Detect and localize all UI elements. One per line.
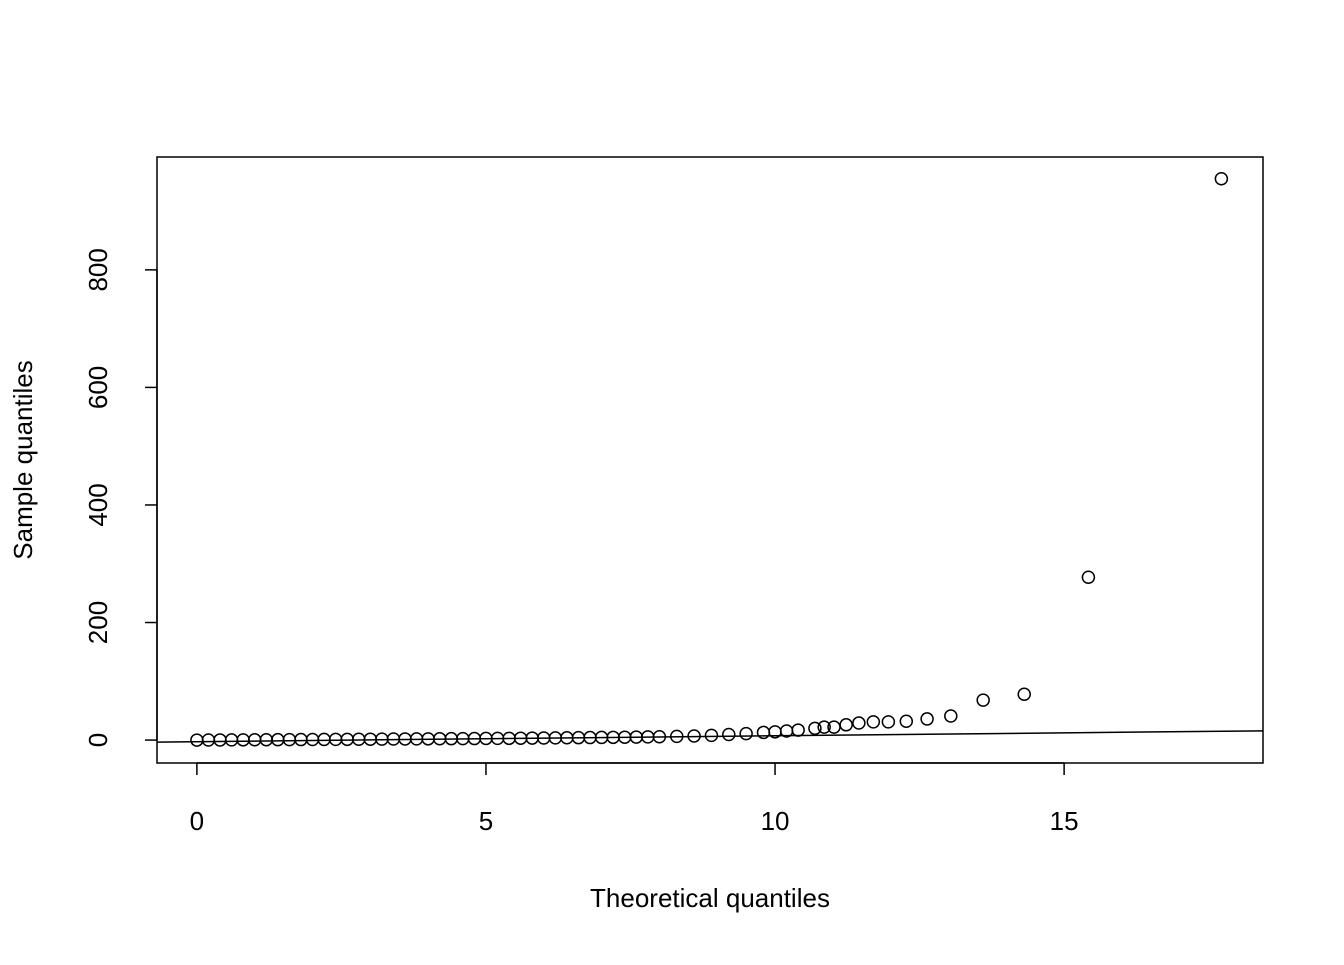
- point: [305, 732, 320, 747]
- point: [808, 721, 822, 736]
- y-axis-label: Sample quantiles: [8, 360, 38, 559]
- point: [271, 732, 285, 747]
- plot-box: [156, 156, 1264, 764]
- point: [1017, 687, 1031, 701]
- x-axis-label: Theoretical quantiles: [590, 883, 830, 913]
- point: [670, 729, 684, 744]
- point: [866, 715, 881, 729]
- point: [236, 733, 250, 747]
- point: [224, 733, 239, 747]
- point: [839, 718, 853, 732]
- point: [259, 732, 274, 747]
- x-tick-label: 0: [190, 806, 204, 836]
- y-tick-label: 600: [83, 366, 113, 409]
- point: [976, 693, 990, 707]
- point: [817, 720, 831, 734]
- y-tick-label: 0: [83, 733, 113, 747]
- point: [328, 732, 343, 747]
- point: [1081, 570, 1096, 585]
- point: [687, 729, 701, 743]
- x-tick-label: 10: [761, 806, 790, 836]
- reference-line: [156, 730, 1264, 743]
- point: [190, 733, 204, 747]
- y-tick-label: 400: [83, 483, 113, 526]
- x-tick-label: 15: [1050, 806, 1079, 836]
- point: [791, 723, 805, 737]
- y-tick-label: 800: [83, 248, 113, 291]
- point: [1214, 171, 1229, 186]
- point: [881, 715, 896, 729]
- point: [899, 714, 914, 729]
- point: [944, 709, 958, 723]
- x-tick-label: 5: [479, 806, 493, 836]
- point: [920, 712, 934, 726]
- point: [739, 726, 753, 741]
- point: [247, 733, 262, 747]
- y-tick-label: 200: [83, 601, 113, 644]
- point: [722, 727, 736, 742]
- point: [201, 733, 216, 747]
- point: [317, 732, 331, 747]
- point: [340, 732, 354, 747]
- point: [704, 728, 719, 743]
- point: [652, 730, 667, 744]
- point: [852, 716, 866, 730]
- point: [282, 732, 297, 747]
- point: [213, 733, 227, 747]
- point: [294, 732, 308, 747]
